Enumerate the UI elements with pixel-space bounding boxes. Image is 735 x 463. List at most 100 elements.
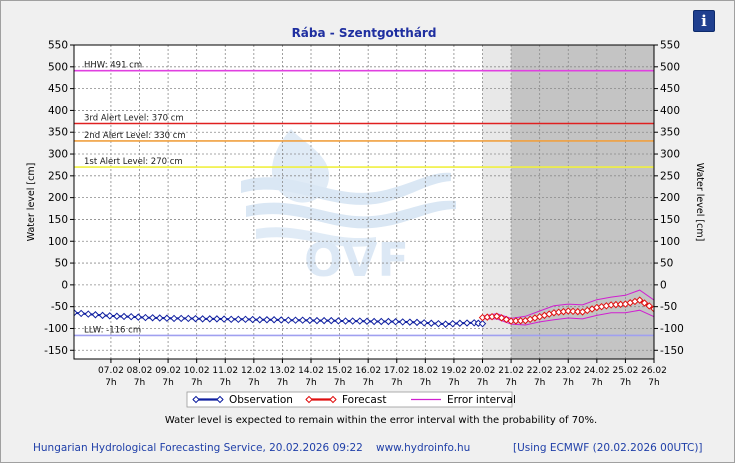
forecast-point [650, 305, 654, 313]
observation-point [456, 319, 464, 327]
y-tick-label-right: 200 [660, 192, 680, 204]
y-tick-label-right: 250 [660, 170, 680, 182]
y-tick-label-left: 200 [48, 192, 68, 204]
x-tick-label-date: 21.02 [498, 366, 524, 376]
reference-line-label: 2nd Alert Level: 330 cm [84, 131, 186, 141]
y-tick-label-left: -100 [44, 323, 68, 335]
forecast-point [574, 307, 582, 316]
footer-provider: Hungarian Hydrological Forecasting Servi… [33, 442, 363, 454]
observation-point [441, 320, 450, 328]
legend-label: Forecast [342, 394, 386, 406]
x-tick-label-date: 09.02 [155, 366, 181, 376]
y-tick-label-right: 300 [660, 149, 680, 161]
legend-label: Observation [229, 394, 293, 406]
observation-point [74, 309, 78, 317]
x-tick-label-hour: 7h [305, 378, 316, 388]
observation-point [84, 310, 92, 318]
y-tick-label-right: 0 [660, 279, 667, 291]
x-tick-label-date: 17.02 [384, 366, 410, 376]
observation-point [113, 312, 121, 320]
forecast-point [645, 302, 653, 310]
y-tick-label-right: 500 [660, 61, 680, 73]
observation-point [427, 319, 435, 327]
footer-url[interactable]: www.hydroinfo.hu [376, 442, 471, 454]
info-button[interactable]: i [693, 10, 715, 32]
x-tick-label-date: 26.02 [641, 366, 667, 376]
x-tick-label-hour: 7h [534, 378, 545, 388]
chart-title: Rába - Szentgotthárd [292, 26, 437, 40]
x-tick-label-date: 19.02 [441, 366, 467, 376]
x-tick-label-date: 23.02 [555, 366, 581, 376]
x-tick-label-hour: 7h [220, 378, 231, 388]
x-tick-label-hour: 7h [648, 378, 659, 388]
observation-point [191, 314, 200, 323]
observation-point [313, 316, 321, 325]
observation-point [241, 315, 250, 324]
y-axis-label-left: Water level [cm] [26, 163, 37, 242]
y-tick-label-left: 150 [48, 214, 68, 226]
observation-point [370, 317, 378, 326]
y-tick-label-left: 0 [61, 279, 68, 291]
observation-point [320, 316, 328, 325]
x-tick-label-hour: 7h [448, 378, 459, 388]
y-tick-label-left: -150 [44, 345, 68, 357]
observation-point [398, 318, 407, 326]
y-tick-label-right: 100 [660, 236, 680, 248]
observation-point [434, 319, 443, 328]
x-tick-label-hour: 7h [277, 378, 288, 388]
x-tick-label-hour: 7h [391, 378, 402, 388]
legend-label: Error interval [447, 394, 516, 406]
legend-marker [216, 395, 224, 404]
observation-point [148, 314, 157, 322]
observation-point [227, 315, 235, 324]
observation-point [198, 315, 207, 323]
x-tick-label-hour: 7h [105, 378, 116, 388]
observation-point [270, 316, 278, 324]
info-icon: i [701, 12, 707, 30]
y-tick-label-right: 450 [660, 83, 680, 95]
reference-line-label: LLW: -116 cm [84, 325, 141, 335]
observation-point [77, 309, 85, 318]
y-tick-label-left: 550 [48, 40, 68, 52]
x-tick-label-hour: 7h [620, 378, 631, 388]
ovf-watermark-logo: OVF [241, 129, 456, 287]
y-tick-label-right: 400 [660, 105, 680, 117]
y-tick-label-left: 50 [55, 258, 68, 270]
x-tick-label-date: 18.02 [412, 366, 438, 376]
observation-point [141, 313, 150, 322]
y-tick-label-left: 300 [48, 149, 68, 161]
observation-point [206, 315, 214, 323]
water-level-chart: Rába - Szentgotthárd OVF HHW: 491 cm 3rd … [26, 26, 705, 426]
observation-point [406, 318, 414, 326]
legend-marker [329, 395, 337, 404]
plot-border [73, 44, 655, 360]
y-axis-label-right: Water level [cm] [694, 163, 705, 242]
x-tick-label-hour: 7h [248, 378, 259, 388]
y-tick-label-right: -150 [660, 345, 684, 357]
x-tick-label-hour: 7h [477, 378, 488, 388]
forecast-point [569, 307, 577, 316]
x-tick-label-date: 15.02 [327, 366, 353, 376]
observation-point [98, 311, 107, 320]
x-tick-label-date: 22.02 [527, 366, 553, 376]
observation-point [384, 317, 393, 326]
x-tick-label-hour: 7h [191, 378, 202, 388]
observation-point [298, 316, 307, 324]
x-tick-label-date: 08.02 [127, 366, 153, 376]
observation-point [213, 315, 221, 323]
observation-point [449, 319, 457, 328]
y-tick-label-left: 500 [48, 61, 68, 73]
y-tick-label-left: 450 [48, 83, 68, 95]
forecast-point [564, 307, 572, 315]
reference-lines: HHW: 491 cm 3rd Alert Level: 370 cm 2nd Al… [74, 61, 654, 337]
x-tick-label-date: 16.02 [355, 366, 381, 376]
y-tick-label-right: 550 [660, 40, 680, 52]
observation-point [127, 312, 135, 321]
y-tick-label-right: -100 [660, 323, 684, 335]
observation-point [220, 315, 228, 323]
observation-point [91, 311, 100, 319]
y-tick-label-left: 250 [48, 170, 68, 182]
chart-grid [74, 44, 655, 359]
x-tick-label-date: 07.02 [98, 366, 124, 376]
